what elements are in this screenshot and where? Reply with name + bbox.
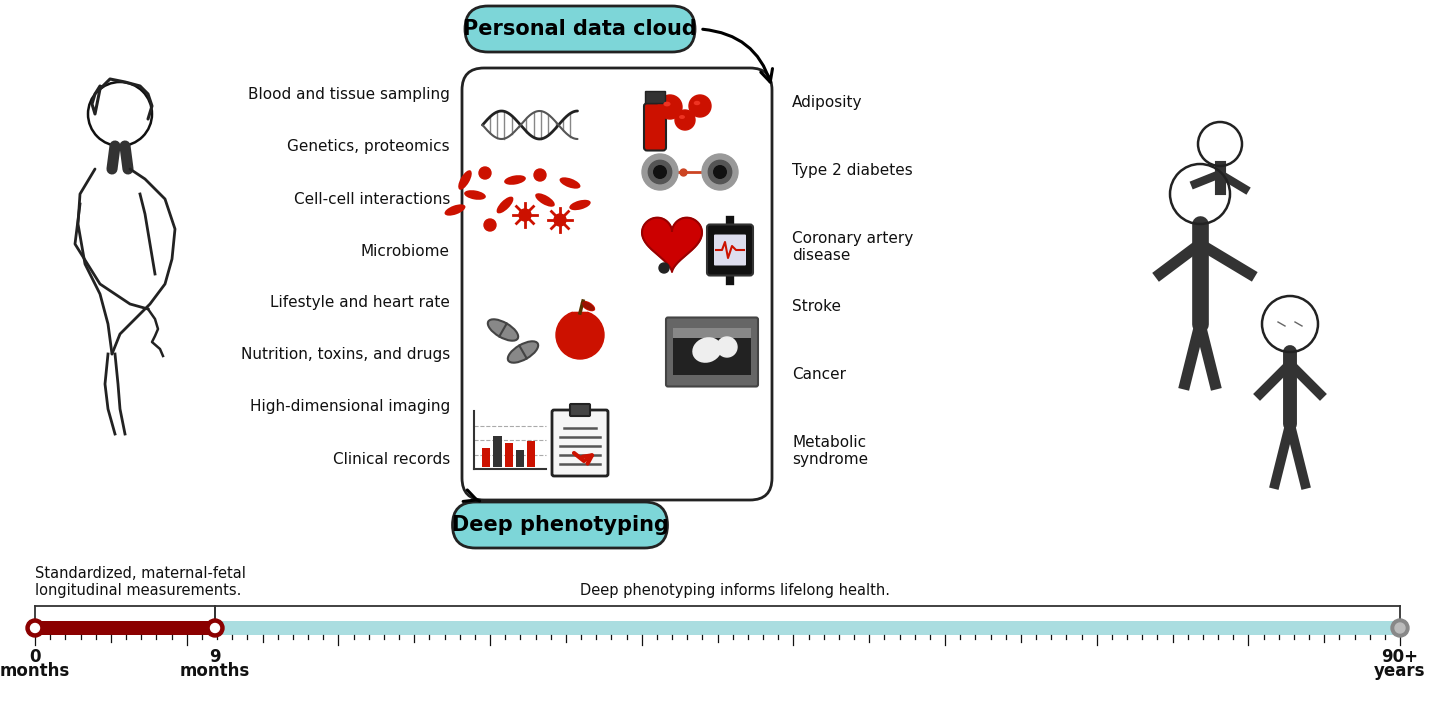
Ellipse shape	[680, 115, 685, 119]
Circle shape	[30, 624, 39, 632]
Ellipse shape	[488, 320, 518, 341]
Bar	[672, 327, 752, 337]
Text: 0: 0	[29, 648, 40, 666]
FancyBboxPatch shape	[452, 502, 668, 548]
Text: Coronary artery
disease: Coronary artery disease	[792, 231, 913, 263]
Text: Deep phenotyping informs lifelong health.: Deep phenotyping informs lifelong health…	[580, 583, 890, 598]
Ellipse shape	[693, 337, 721, 363]
Text: Genetics, proteomics: Genetics, proteomics	[288, 139, 449, 154]
Bar	[35, 621, 1400, 635]
Ellipse shape	[536, 194, 554, 207]
Ellipse shape	[560, 177, 580, 189]
Bar	[35, 621, 215, 635]
Circle shape	[484, 219, 495, 231]
Wedge shape	[573, 304, 588, 311]
Bar	[215, 621, 1400, 635]
Ellipse shape	[445, 204, 465, 215]
Circle shape	[703, 154, 739, 190]
FancyBboxPatch shape	[707, 225, 753, 275]
Text: Stroke: Stroke	[792, 299, 841, 314]
Circle shape	[480, 167, 491, 179]
Circle shape	[660, 263, 670, 273]
Circle shape	[658, 95, 683, 119]
FancyBboxPatch shape	[644, 103, 665, 151]
Bar	[504, 443, 513, 467]
Circle shape	[688, 95, 711, 117]
Text: Personal data cloud: Personal data cloud	[464, 19, 697, 39]
Text: 9: 9	[209, 648, 220, 666]
Ellipse shape	[569, 200, 590, 210]
Circle shape	[675, 110, 696, 130]
Circle shape	[26, 619, 45, 637]
FancyBboxPatch shape	[570, 404, 590, 416]
Text: months: months	[0, 662, 71, 680]
Bar	[672, 327, 752, 375]
Text: High-dimensional imaging: High-dimensional imaging	[249, 399, 449, 415]
Circle shape	[714, 165, 726, 178]
Ellipse shape	[664, 101, 671, 106]
FancyBboxPatch shape	[665, 318, 757, 386]
Circle shape	[717, 337, 737, 357]
Text: years: years	[1374, 662, 1426, 680]
Circle shape	[1391, 619, 1408, 637]
Bar	[645, 92, 665, 103]
FancyBboxPatch shape	[552, 410, 608, 476]
Ellipse shape	[458, 170, 472, 190]
Text: Blood and tissue sampling: Blood and tissue sampling	[248, 87, 449, 103]
Text: Nutrition, toxins, and drugs: Nutrition, toxins, and drugs	[240, 348, 449, 363]
Circle shape	[534, 169, 546, 181]
FancyBboxPatch shape	[465, 6, 696, 52]
Circle shape	[210, 624, 219, 632]
Bar	[516, 450, 524, 467]
Ellipse shape	[508, 341, 539, 363]
Text: Lifestyle and heart rate: Lifestyle and heart rate	[271, 296, 449, 310]
Circle shape	[642, 154, 678, 190]
Bar	[527, 441, 536, 467]
Text: Type 2 diabetes: Type 2 diabetes	[792, 163, 913, 178]
FancyBboxPatch shape	[462, 68, 772, 500]
FancyBboxPatch shape	[714, 234, 746, 265]
Bar	[494, 436, 501, 467]
Circle shape	[1395, 623, 1405, 633]
Ellipse shape	[504, 175, 526, 185]
Circle shape	[206, 619, 225, 637]
Ellipse shape	[694, 101, 700, 105]
Bar	[482, 448, 490, 467]
Circle shape	[708, 161, 732, 184]
Text: Standardized, maternal-fetal
longitudinal measurements.: Standardized, maternal-fetal longitudina…	[35, 565, 246, 598]
Text: Microbiome: Microbiome	[361, 244, 449, 258]
Text: Cancer: Cancer	[792, 367, 847, 382]
Text: Clinical records: Clinical records	[333, 451, 449, 467]
Circle shape	[654, 165, 667, 178]
Text: Cell-cell interactions: Cell-cell interactions	[294, 191, 449, 206]
Circle shape	[648, 161, 671, 184]
Polygon shape	[642, 218, 701, 272]
Text: Deep phenotyping: Deep phenotyping	[452, 515, 668, 535]
Ellipse shape	[497, 196, 514, 213]
Text: 90+: 90+	[1381, 648, 1418, 666]
Circle shape	[556, 311, 603, 359]
Circle shape	[554, 214, 566, 226]
Circle shape	[518, 209, 531, 221]
Ellipse shape	[580, 301, 595, 311]
Text: Adiposity: Adiposity	[792, 95, 863, 110]
Text: months: months	[180, 662, 251, 680]
Ellipse shape	[582, 301, 595, 310]
Text: Metabolic
syndrome: Metabolic syndrome	[792, 435, 868, 467]
Ellipse shape	[464, 190, 485, 200]
